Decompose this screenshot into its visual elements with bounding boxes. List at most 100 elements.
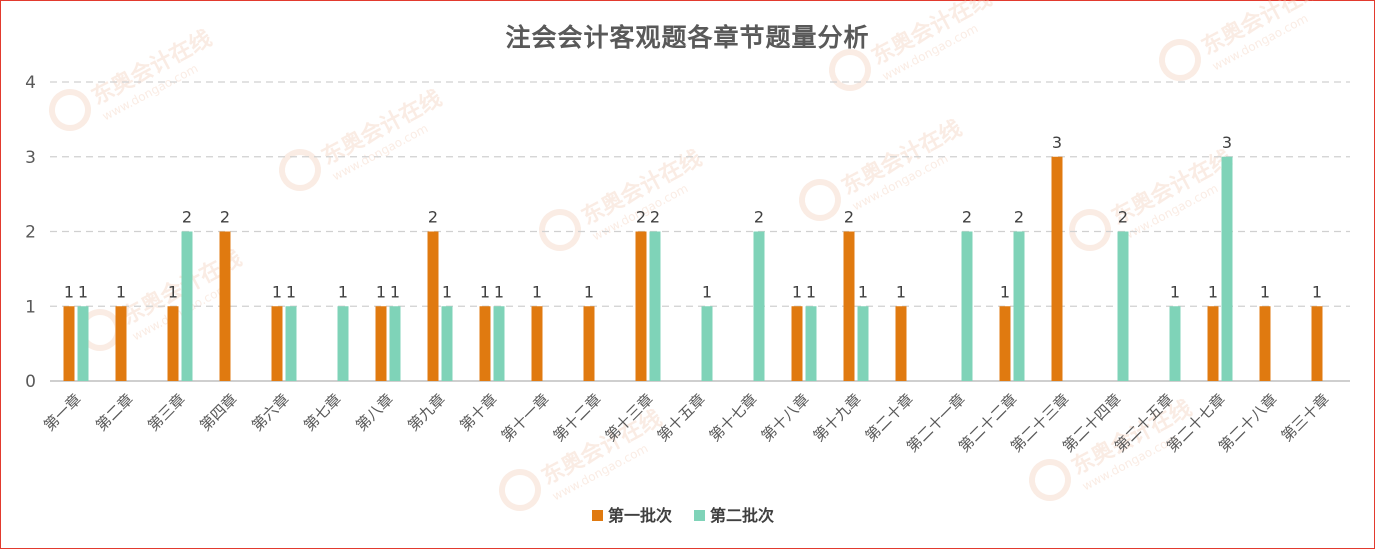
data-label: 1 <box>338 282 348 301</box>
x-tick-label: 第十七章 <box>706 390 761 445</box>
bar-series1 <box>63 306 75 381</box>
data-label: 1 <box>1170 282 1180 301</box>
data-label: 1 <box>480 282 490 301</box>
bar-series2 <box>285 306 297 381</box>
bar-series1 <box>271 306 283 381</box>
bar-series1 <box>999 306 1011 381</box>
data-label: 3 <box>1052 133 1062 152</box>
data-label: 2 <box>962 208 972 227</box>
data-label: 1 <box>64 282 74 301</box>
legend-label: 第一批次 <box>608 506 672 525</box>
data-label: 1 <box>272 282 282 301</box>
data-label: 1 <box>1260 282 1270 301</box>
x-tick-label: 第六章 <box>248 390 293 435</box>
x-tick-label: 第七章 <box>300 390 345 435</box>
y-tick-label: 0 <box>25 372 36 392</box>
x-tick-label: 第二章 <box>92 390 137 435</box>
watermark-brand: 东奥会计在线 <box>1197 0 1326 60</box>
data-label: 1 <box>390 282 400 301</box>
bar-series2 <box>649 231 661 381</box>
bar-series1 <box>843 231 855 381</box>
x-tick-label: 第三章 <box>144 390 189 435</box>
bar-series1 <box>115 306 127 381</box>
bar-series1 <box>791 306 803 381</box>
x-tick-label: 第十九章 <box>810 390 865 445</box>
x-tick-label: 第十五章 <box>654 390 709 445</box>
bar-series2 <box>389 306 401 381</box>
data-label: 2 <box>182 208 192 227</box>
bar-series2 <box>753 231 765 381</box>
data-label: 3 <box>1222 133 1232 152</box>
data-label: 2 <box>754 208 764 227</box>
y-tick-label: 4 <box>25 73 36 93</box>
bar-series1 <box>583 306 595 381</box>
watermark-logo-icon <box>1029 459 1071 501</box>
bar-series2 <box>1221 156 1233 381</box>
bar-series2 <box>857 306 869 381</box>
data-label: 2 <box>220 208 230 227</box>
bar-series2 <box>441 306 453 381</box>
data-label: 2 <box>650 208 660 227</box>
bar-series1 <box>1051 156 1063 381</box>
x-tick-label: 第十八章 <box>758 390 813 445</box>
bar-series2 <box>77 306 89 381</box>
y-tick-label: 3 <box>25 148 36 168</box>
x-tick-label: 第九章 <box>404 390 449 435</box>
data-label: 2 <box>428 208 438 227</box>
bar-series2 <box>1117 231 1129 381</box>
bar-series2 <box>181 231 193 381</box>
data-label: 1 <box>806 282 816 301</box>
data-label: 1 <box>532 282 542 301</box>
bar-series2 <box>493 306 505 381</box>
legend-label: 第二批次 <box>710 506 774 525</box>
bar-series2 <box>337 306 349 381</box>
data-label: 1 <box>494 282 504 301</box>
data-label: 2 <box>1014 208 1024 227</box>
y-tick-label: 1 <box>25 297 36 317</box>
bar-series2 <box>701 306 713 381</box>
legend-swatch <box>592 510 603 521</box>
bar-series1 <box>375 306 387 381</box>
data-label: 2 <box>1118 208 1128 227</box>
watermark-logo-icon <box>799 179 841 221</box>
y-axis: 0 1 2 3 4 <box>25 73 36 392</box>
chart-title: 注会会计客观题各章节题量分析 <box>505 23 870 52</box>
bar-series1 <box>1311 306 1323 381</box>
data-label: 1 <box>584 282 594 301</box>
bar-series2 <box>961 231 973 381</box>
x-tick-label: 第三十章 <box>1278 390 1333 445</box>
bar-series1 <box>427 231 439 381</box>
data-label: 2 <box>844 208 854 227</box>
data-label: 1 <box>896 282 906 301</box>
x-tick-label: 第十章 <box>456 390 501 435</box>
watermark-logo-icon <box>829 49 871 91</box>
data-label: 1 <box>1000 282 1010 301</box>
bar-series1 <box>167 306 179 381</box>
data-label: 1 <box>116 282 126 301</box>
gridlines <box>50 81 1350 382</box>
watermark-logo-icon <box>279 149 321 191</box>
legend: 第一批次 第二批次 <box>592 506 774 525</box>
x-tick-label: 第十一章 <box>498 390 553 445</box>
watermark-logo-icon <box>49 89 91 131</box>
bar-series1 <box>635 231 647 381</box>
watermark-logo-icon <box>539 209 581 251</box>
x-tick-label: 第四章 <box>196 390 241 435</box>
data-label: 1 <box>858 282 868 301</box>
bar-series1 <box>219 231 231 381</box>
data-label: 2 <box>636 208 646 227</box>
bar-series2 <box>1013 231 1025 381</box>
legend-swatch <box>694 510 705 521</box>
watermark-logo-icon <box>499 469 541 511</box>
y-tick-label: 2 <box>25 223 36 243</box>
bar-series1 <box>895 306 907 381</box>
bar-series2 <box>1169 306 1181 381</box>
data-label: 1 <box>442 282 452 301</box>
data-label: 1 <box>702 282 712 301</box>
